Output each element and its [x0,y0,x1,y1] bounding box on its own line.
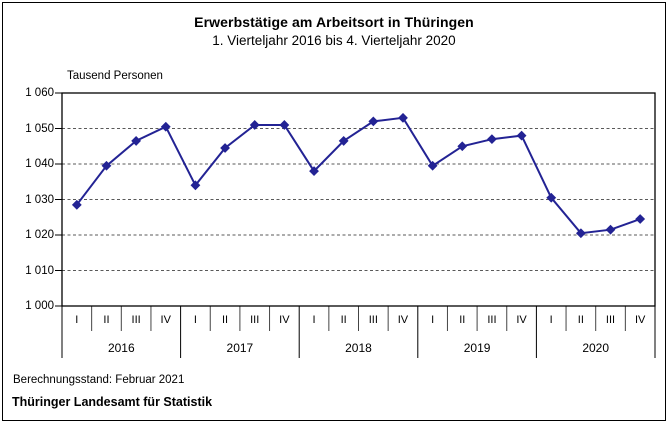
x-axis-quarter-label: III [131,314,141,326]
data-point-marker [605,224,616,235]
data-point-marker [279,120,290,130]
x-axis-quarter-label: IV [279,314,290,326]
x-axis-quarter-label: I [193,314,197,326]
data-point-marker [457,141,468,152]
x-axis-year-label: 2017 [226,341,254,355]
y-axis-tick-label: 1 020 [25,229,54,241]
x-axis-quarter-label: I [75,314,79,326]
x-axis-quarter-label: III [487,314,497,326]
x-axis-quarter-label: II [222,314,229,326]
data-point-marker [575,228,586,239]
x-axis-quarter-label: IV [397,314,409,326]
x-axis-quarter-label: I [431,314,435,326]
data-point-marker [249,120,260,130]
y-axis-tick-label: 1 030 [25,193,54,206]
data-point-marker [190,180,201,191]
y-axis-tick-label: 1 040 [25,158,54,170]
x-axis-quarter-label: I [549,314,553,326]
x-axis-quarter-label: II [103,314,110,326]
y-axis-tick-label: 1 060 [25,87,54,99]
calculation-date-note: Berechnungsstand: Februar 2021 [13,374,185,386]
data-point-marker [309,166,319,177]
y-axis-tick-label: 1 010 [25,264,54,277]
data-point-marker [635,214,646,224]
x-axis-quarter-label: II [340,314,347,326]
x-axis-quarter-label: III [250,314,260,326]
chart-subtitle: 1. Vierteljahr 2016 bis 4. Vierteljahr 2… [212,33,456,48]
x-axis-year-label: 2020 [582,341,610,355]
data-point-marker [131,136,142,146]
plot-border [61,92,656,307]
y-axis-tick-label: 1 050 [25,122,54,135]
data-point-marker [338,136,349,146]
x-axis-quarter-label: IV [160,314,171,326]
data-point-marker [101,160,112,171]
x-axis-quarter-label: II [577,314,584,326]
x-axis-quarter-label: III [368,314,378,326]
data-point-marker [368,116,379,127]
x-axis-quarter-label: II [459,314,466,326]
x-axis-quarter-label: IV [634,314,646,326]
x-axis-quarter-label: I [312,314,316,326]
data-point-marker [516,130,527,141]
data-point-marker [487,134,497,145]
x-axis-year-label: 2016 [107,341,135,355]
data-point-marker [220,143,230,153]
data-series-line [76,116,641,235]
chart-title: Erwerbstätige am Arbeitsort in Thüringen [194,14,474,30]
data-point-marker [71,199,82,210]
source-label: Thüringer Landesamt für Statistik [12,395,213,409]
data-point-marker [427,160,438,171]
y-axis-unit-label: Tausend Personen [67,70,163,82]
y-axis-tick-label: 1 000 [25,300,54,312]
data-point-marker [546,192,557,203]
data-point-marker [398,112,408,123]
x-axis-quarter-label: III [605,314,616,326]
x-axis-year-label: 2019 [463,341,491,355]
x-axis-year-label: 2018 [345,341,372,355]
x-axis-quarter-label: IV [516,314,527,326]
data-point-marker [160,121,171,132]
